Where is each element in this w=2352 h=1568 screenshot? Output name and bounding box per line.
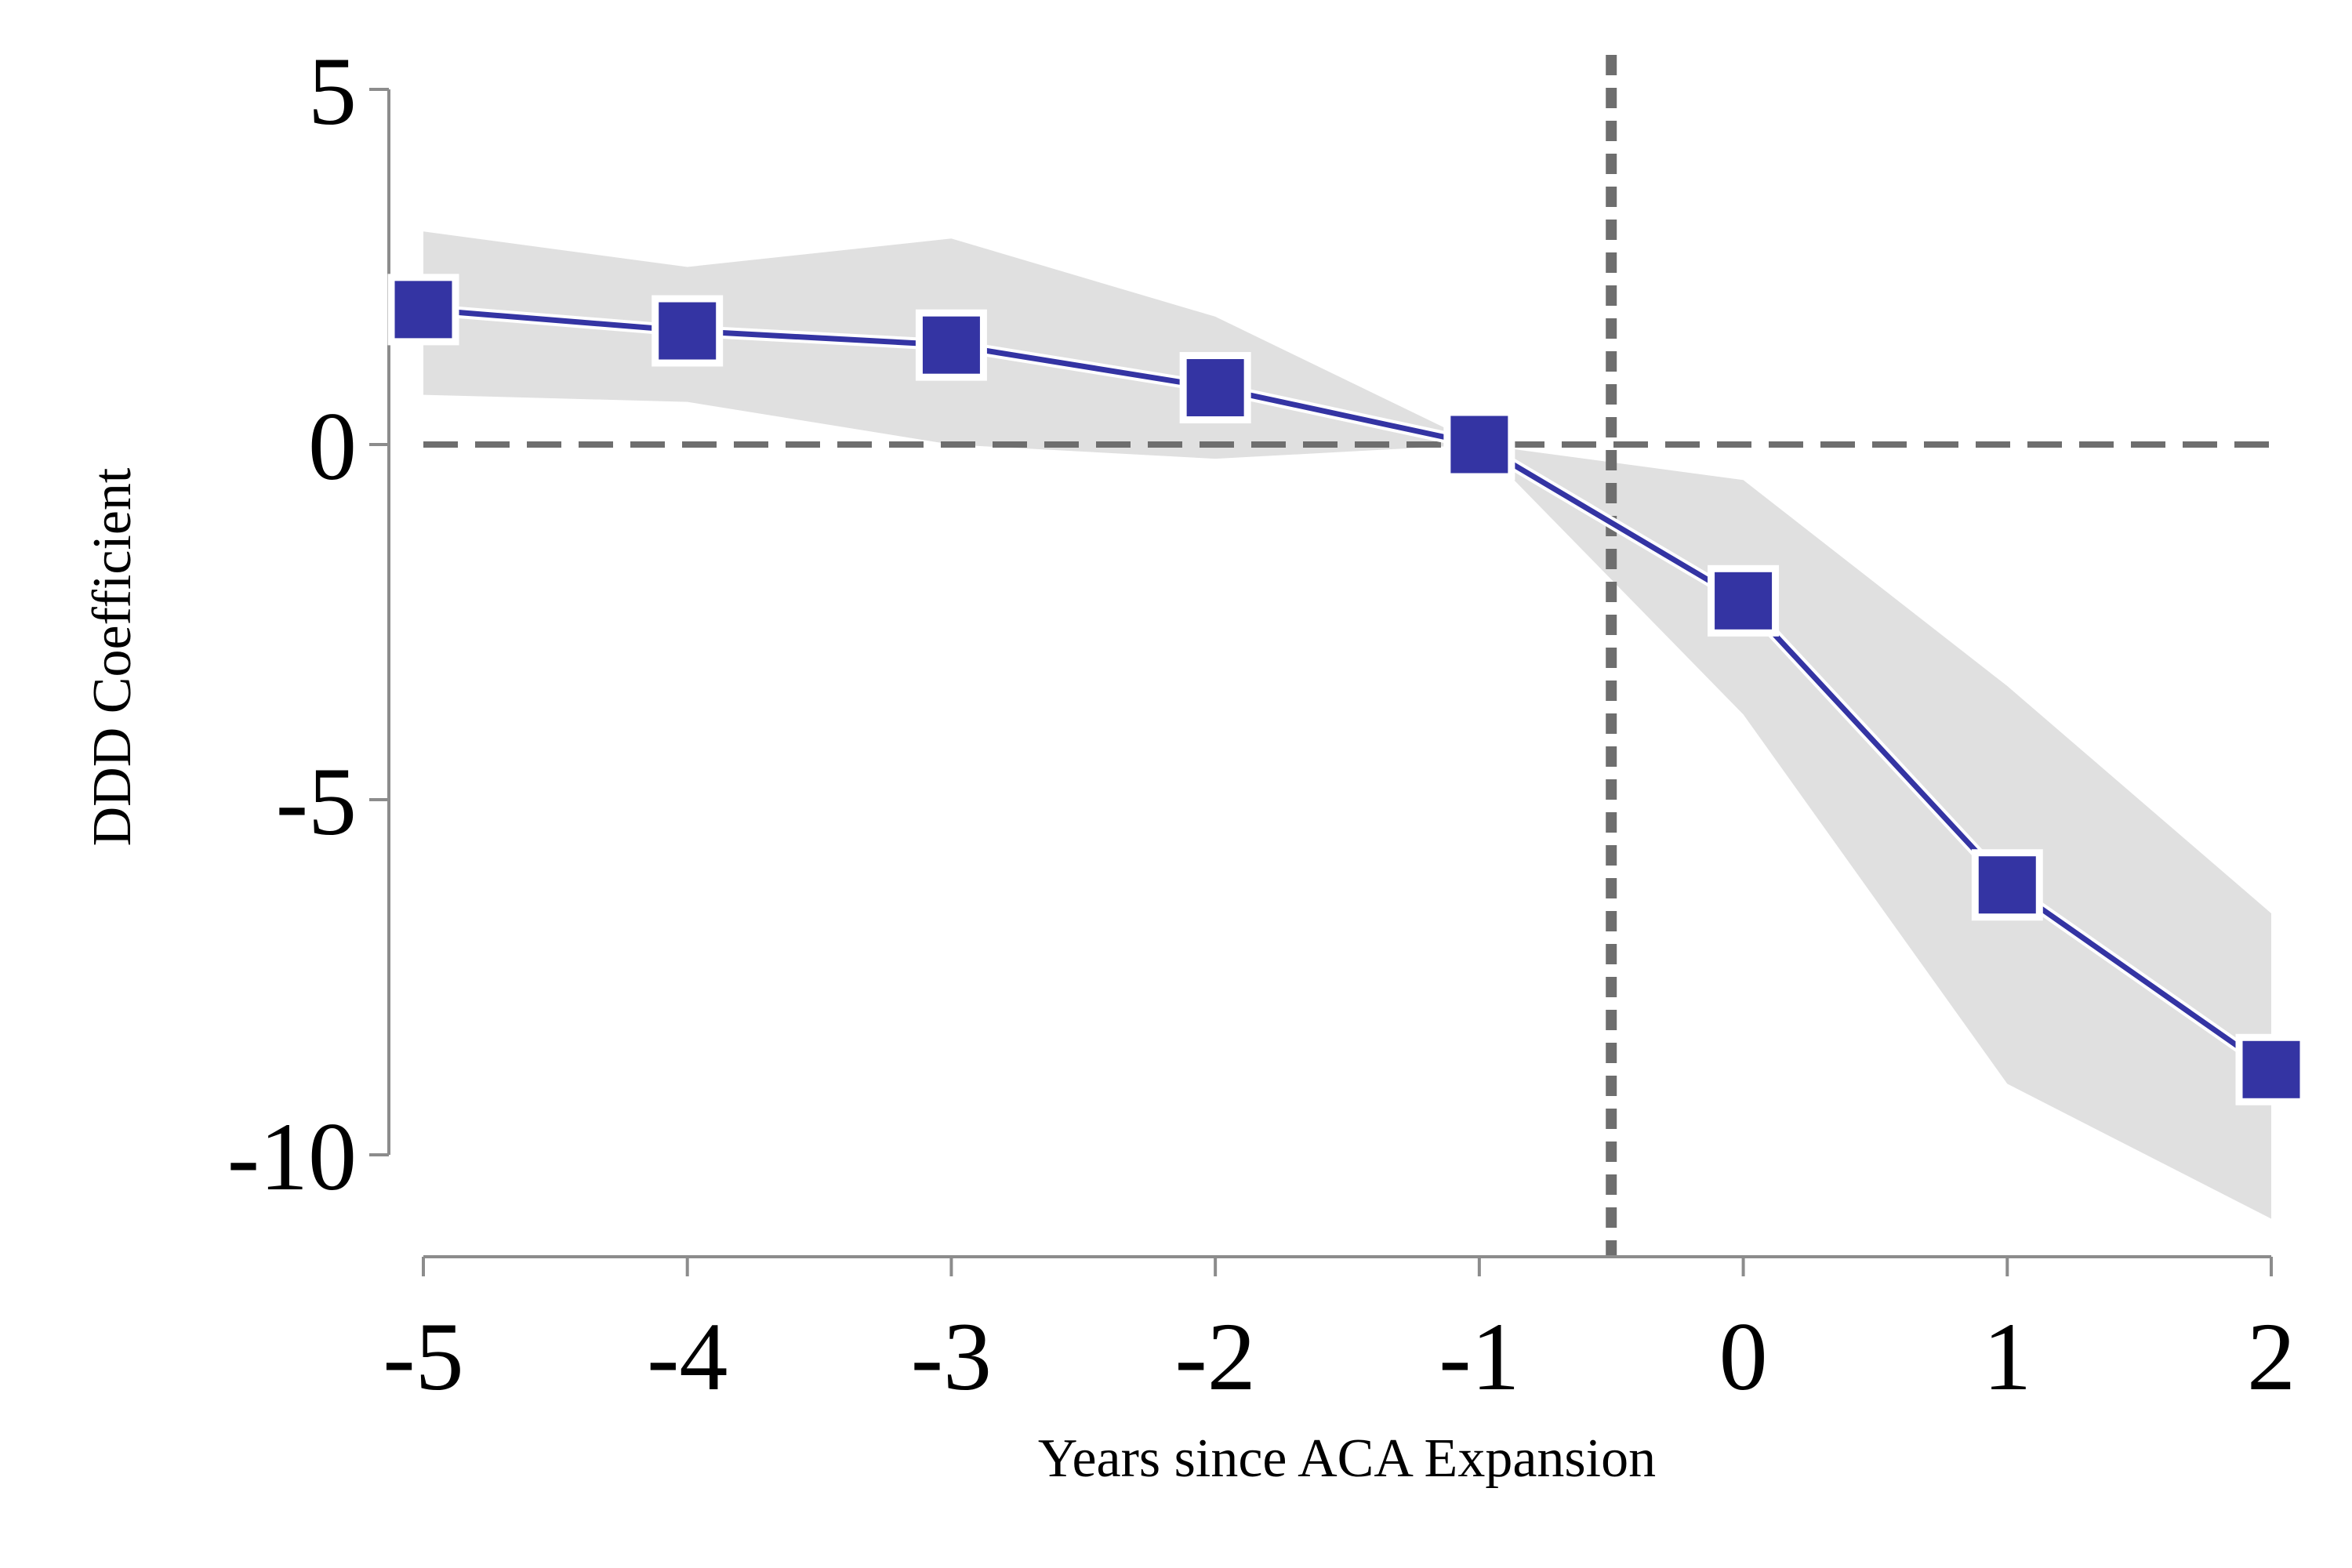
x-tick-label: -2 — [1174, 1303, 1255, 1410]
data-point-marker — [387, 274, 459, 346]
confidence-band-layer — [423, 231, 2271, 1219]
data-point-marker — [1179, 352, 1251, 424]
x-axis-title: Years since ACA Expansion — [1038, 1428, 1656, 1489]
x-tick-label: -3 — [911, 1303, 992, 1410]
data-point-marker — [2235, 1033, 2307, 1105]
x-tick-label: -5 — [383, 1303, 463, 1410]
y-tick-label: -5 — [276, 748, 357, 855]
data-point-marker — [915, 309, 987, 381]
y-tick-label: 5 — [308, 38, 357, 145]
x-tick-label: -1 — [1439, 1303, 1519, 1410]
x-tick-label: 1 — [1983, 1303, 2031, 1410]
series-line — [423, 307, 2274, 1073]
x-tick-label: 2 — [2247, 1303, 2296, 1410]
data-point-marker — [1443, 408, 1515, 481]
data-point-marker — [652, 295, 724, 367]
axes-layer — [387, 89, 2271, 1258]
y-tick-label: 0 — [308, 393, 357, 500]
ticks-layer: -5 -4 -3 -2 -1 0 1 250-5-10 — [227, 38, 2296, 1410]
x-tick-label: -4 — [647, 1303, 728, 1410]
data-point-marker — [1708, 564, 1780, 637]
reference-lines-layer — [423, 55, 2271, 1257]
y-axis-title: DDD Coefficient — [82, 467, 143, 846]
confidence-band — [423, 231, 2271, 1219]
data-point-marker — [1971, 849, 2043, 921]
series-layer — [387, 274, 2307, 1105]
y-tick-label: -10 — [227, 1103, 357, 1210]
x-tick-label: 0 — [1719, 1303, 1768, 1410]
